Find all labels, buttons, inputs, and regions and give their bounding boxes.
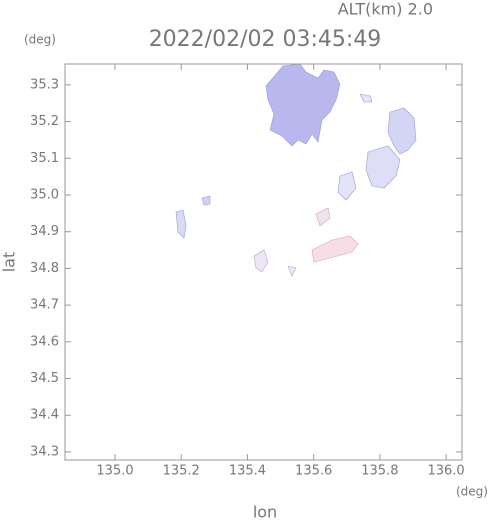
y-tick-label: 34.5	[30, 371, 59, 386]
x-tick-label: 135.6	[295, 464, 332, 479]
echo	[311, 235, 359, 263]
echo	[337, 171, 357, 201]
x-tick-label: 135.4	[229, 464, 266, 479]
y-tick-label: 35.3	[30, 77, 59, 92]
y-tick-label: 34.3	[30, 444, 59, 459]
echo-regions	[175, 63, 417, 277]
y-tick-label: 35.2	[30, 114, 59, 129]
y-tick-label: 35.0	[30, 188, 59, 203]
y-tick-label: 34.6	[30, 334, 59, 349]
x-tick-label: 136.0	[427, 464, 464, 479]
echo	[265, 63, 341, 147]
y-axis-label: lat	[0, 252, 19, 273]
y-tick-label: 34.4	[30, 408, 59, 423]
y-unit: (deg)	[24, 33, 56, 47]
echo	[387, 107, 417, 155]
x-axis-label: lon	[253, 503, 277, 521]
x-tick-label: 135.2	[163, 464, 200, 479]
y-tick-label: 34.9	[30, 224, 59, 239]
echo	[365, 145, 401, 189]
x-unit: (deg)	[456, 485, 488, 499]
y-tick-label: 34.7	[30, 298, 59, 313]
echo	[359, 93, 373, 103]
chart-title: 2022/02/02 03:45:49	[149, 27, 382, 52]
echo	[175, 209, 187, 239]
echo	[287, 265, 297, 277]
chart-subtitle: ALT(km) 2.0	[338, 0, 433, 19]
echo	[315, 207, 331, 227]
y-tick-label: 34.8	[30, 261, 59, 276]
plot-frame	[64, 63, 463, 461]
x-tick-label: 135.0	[96, 464, 133, 479]
y-tick-label: 35.1	[30, 151, 59, 166]
echo	[201, 195, 211, 206]
echo	[253, 249, 269, 273]
x-tick-label: 135.8	[361, 464, 398, 479]
